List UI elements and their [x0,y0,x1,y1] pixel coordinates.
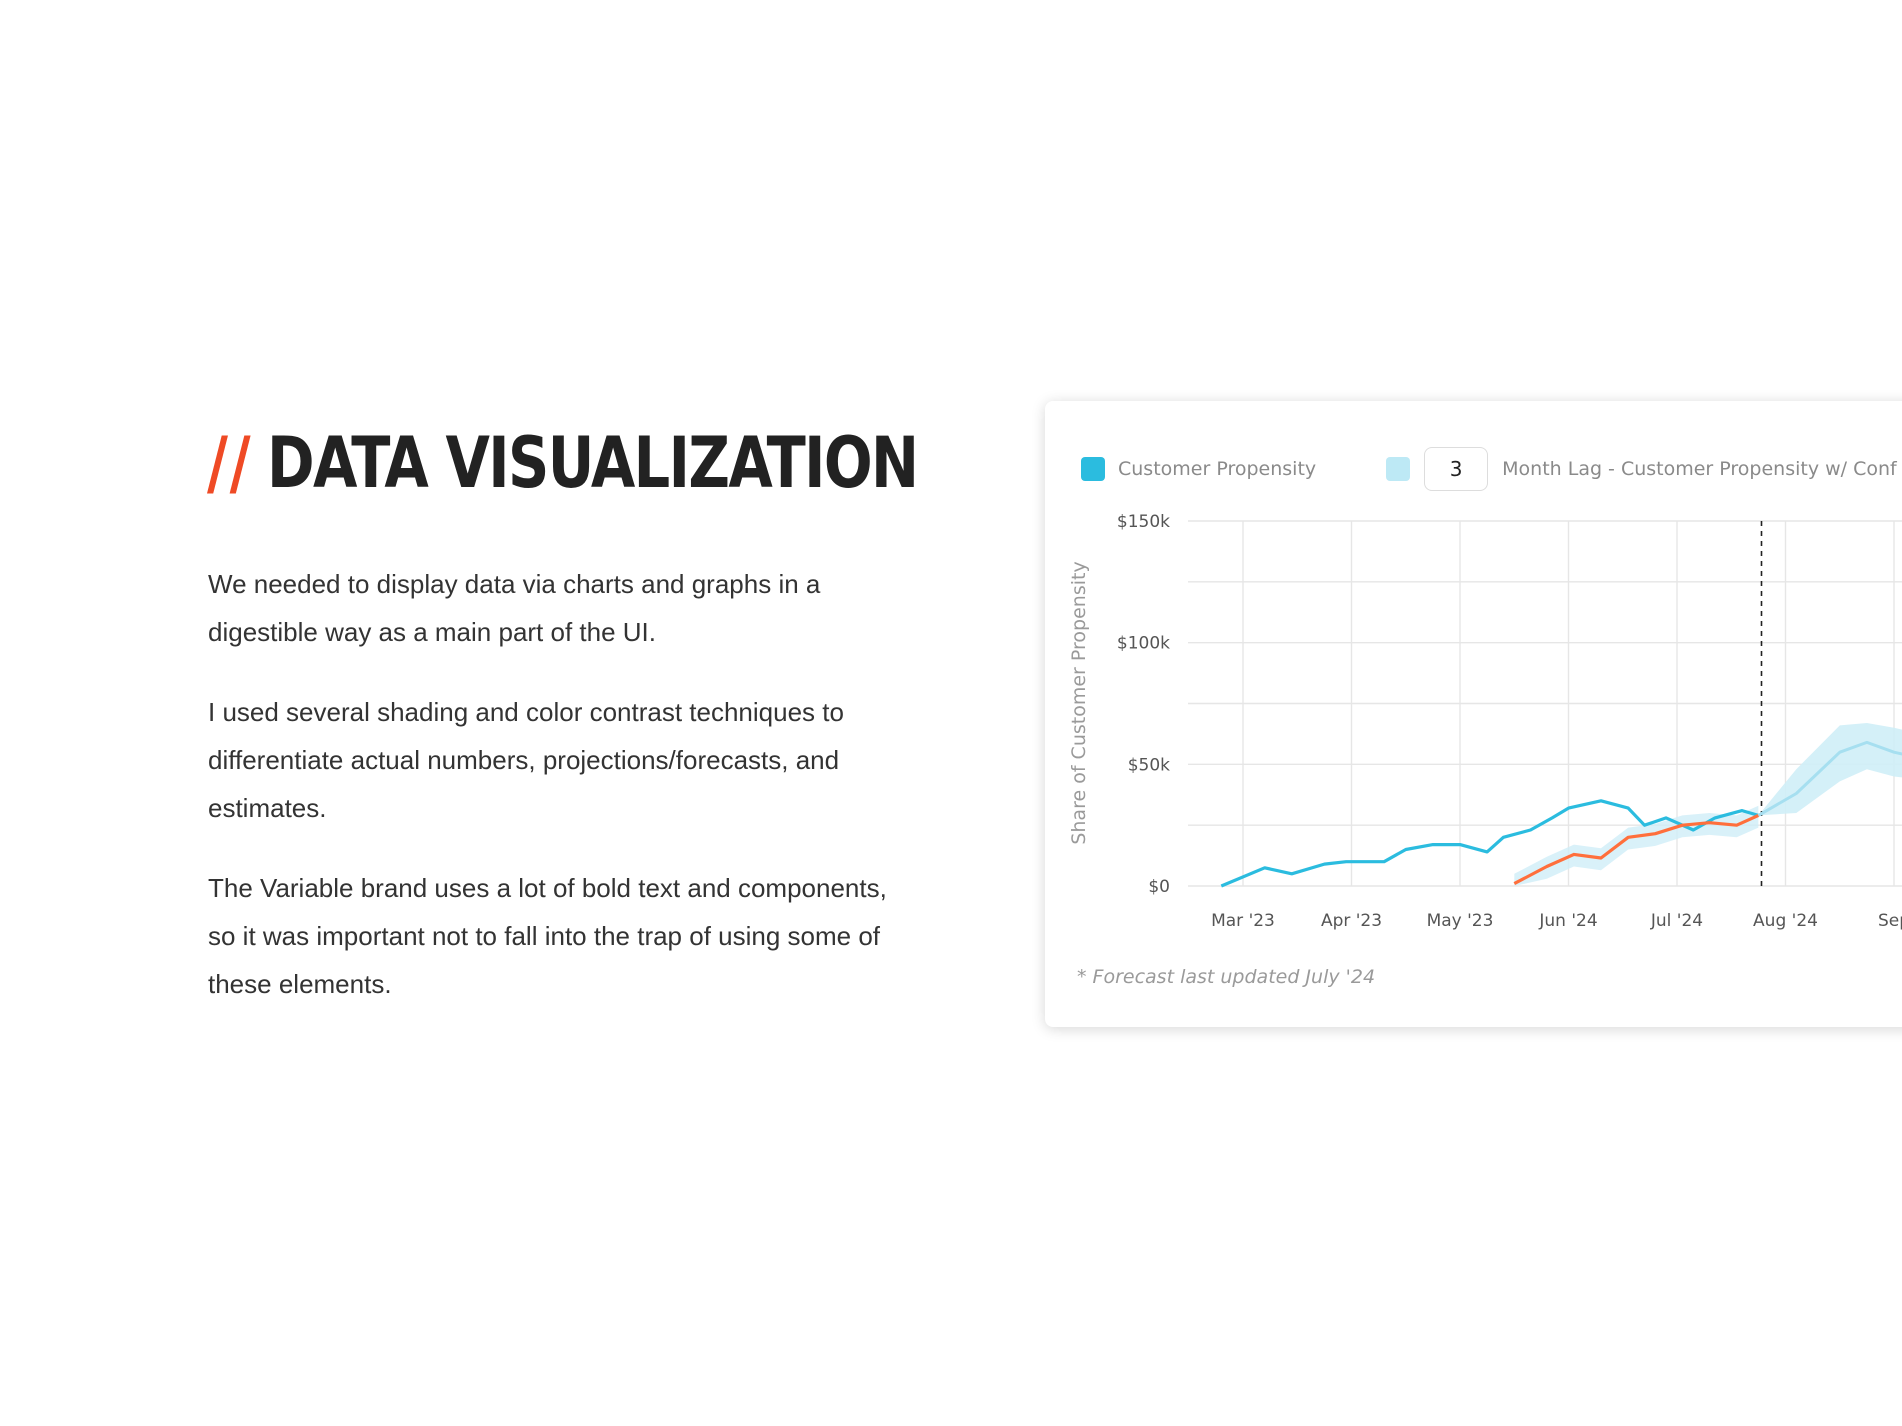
series-line-forecast [1757,740,1902,817]
paragraph-2: I used several shading and color contras… [208,697,844,823]
y-tick-label: $150k [1117,512,1170,532]
lag-months-input[interactable]: 3 [1424,447,1489,491]
lag-confidence-band [1514,805,1759,886]
x-tick-label: Aug '24 [1753,911,1818,931]
x-tick-label: Apr '23 [1321,911,1382,931]
heading-slashes: // [207,422,253,504]
legend-swatch-lag[interactable] [1386,457,1411,481]
chart-card: Customer Propensity 3 Month Lag - Custom… [1045,401,1902,1027]
series-line-propensity [1220,799,1759,888]
x-tick-label: Sep [1878,911,1902,931]
y-axis-label: Share of Customer Propensity [1068,561,1090,844]
x-tick-label: Jun '24 [1538,911,1597,931]
y-tick-label: $50k [1128,755,1170,775]
line-chart: $0 $50k $100k $150k Mar '23 Apr '23 May '23 Jun… [1068,512,1902,931]
x-tick-label: May '23 [1427,911,1494,931]
forecast-footnote: * Forecast last updated July '24 [1077,966,1376,988]
series-line-lagged [1513,813,1760,886]
heading-title: DATA VISUALIZATION [266,422,919,504]
section-heading: //DATA VISUALIZATION [207,428,919,498]
forecast-confidence-band [1758,723,1902,816]
paragraph-1: We needed to display data via charts and… [208,569,821,647]
y-tick-label: $100k [1117,634,1170,654]
y-tick-label: $0 [1148,877,1170,897]
x-tick-label: Mar '23 [1211,911,1275,931]
legend-label-propensity: Customer Propensity [1118,458,1317,480]
description: We needed to display data via charts and… [208,560,908,1040]
legend-swatch-propensity[interactable] [1081,457,1105,481]
chart-legend: Customer Propensity 3 Month Lag - Custom… [1081,445,1897,493]
x-tick-label: Jul '24 [1650,911,1703,931]
legend-label-lag: Month Lag - Customer Propensity w/ Conf [1502,458,1897,480]
paragraph-3: The Variable brand uses a lot of bold te… [208,873,887,999]
